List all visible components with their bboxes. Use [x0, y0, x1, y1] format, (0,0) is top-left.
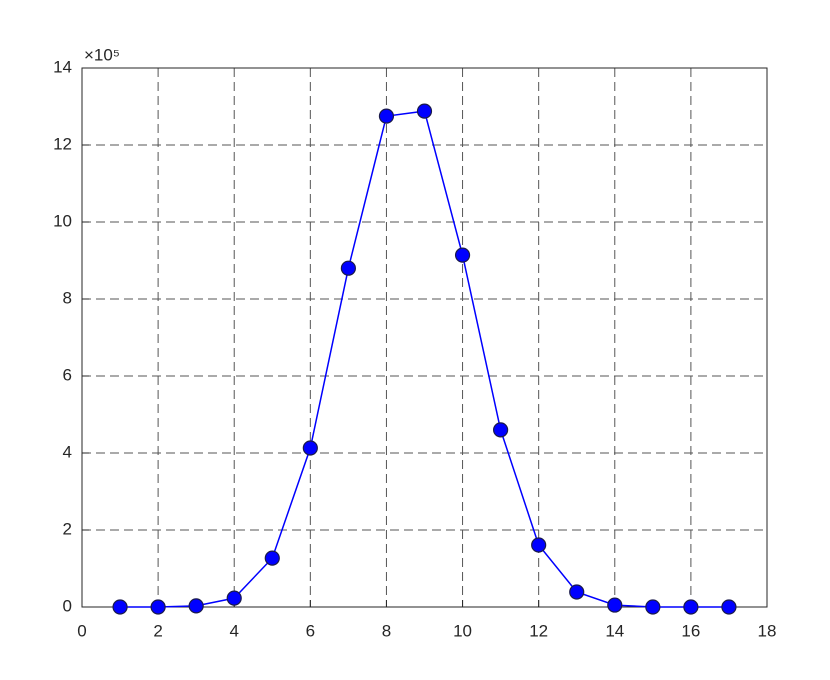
data-point	[112, 599, 128, 615]
data-point	[378, 108, 395, 124]
data-point	[188, 598, 204, 614]
x-tick-label: 16	[681, 621, 700, 640]
data-point	[721, 599, 737, 615]
y-tick-label: 14	[53, 57, 72, 76]
x-tick-label: 4	[229, 621, 238, 640]
y-tick-label: 8	[63, 288, 72, 307]
x-tick-label: 14	[605, 621, 624, 640]
data-point	[645, 599, 661, 615]
data-point	[150, 599, 166, 615]
x-tick-label: 12	[529, 621, 548, 640]
y-tick-label: 0	[63, 596, 72, 615]
data-point	[531, 537, 547, 553]
plot-frame	[81, 67, 768, 608]
y-tick-label: 6	[63, 365, 72, 384]
data-point	[226, 590, 242, 606]
y-exponent-label: ×10⁵	[84, 45, 120, 64]
x-tick-label: 6	[306, 621, 315, 640]
data-point	[264, 550, 280, 566]
data-point	[302, 440, 318, 456]
data-point	[493, 422, 509, 438]
data-point	[607, 597, 623, 613]
data-point	[569, 584, 585, 600]
x-tick-label: 8	[382, 621, 391, 640]
data-point	[416, 103, 433, 119]
data-point	[683, 599, 699, 615]
y-tick-label: 4	[63, 442, 72, 461]
y-tick-label: 10	[53, 211, 72, 230]
x-tick-label: 18	[758, 621, 777, 640]
data-point	[454, 247, 471, 263]
y-tick-label: 12	[53, 134, 72, 153]
x-tick-label: 0	[77, 621, 86, 640]
x-tick-label: 2	[153, 621, 162, 640]
y-tick-label: 2	[63, 519, 72, 538]
x-tick-label: 10	[453, 621, 472, 640]
data-point	[340, 260, 356, 276]
